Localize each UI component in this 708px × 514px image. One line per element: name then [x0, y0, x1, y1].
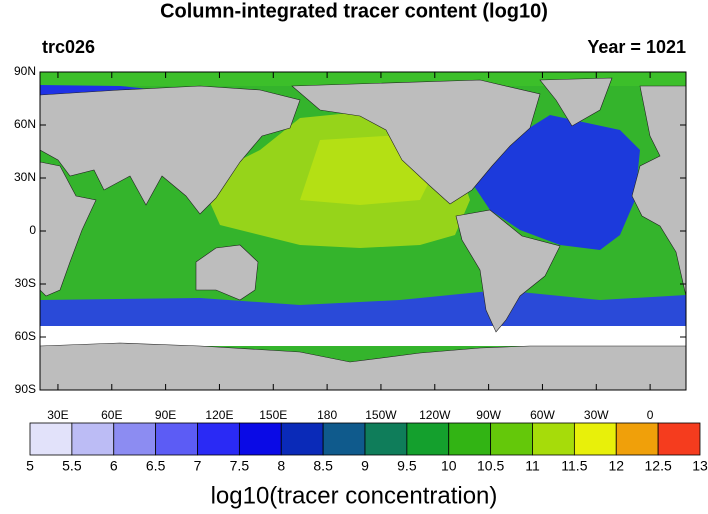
lon-label: 0 — [647, 408, 654, 422]
lat-label: 0 — [29, 223, 36, 237]
north-america — [291, 79, 541, 205]
colorbar-box — [322, 422, 366, 456]
colorbar-label: 12.5 — [645, 458, 672, 474]
lon-label: 90W — [476, 408, 501, 422]
lon-label: 120E — [205, 408, 233, 422]
south-america — [455, 209, 561, 333]
colorbar-label: 8.5 — [313, 458, 333, 474]
lon-label: 150E — [259, 408, 287, 422]
europe-west-africa — [631, 85, 686, 297]
colorbar-label: 10.5 — [477, 458, 504, 474]
lon-label: 150W — [365, 408, 397, 422]
colorbar-label: 10 — [441, 458, 457, 474]
colorbar-label: 11.5 — [561, 458, 587, 474]
colorbar-label: 7 — [194, 458, 202, 474]
eurasia — [40, 85, 301, 215]
colorbar-label: 13 — [692, 458, 708, 474]
title: Column-integrated tracer content (log10) — [160, 0, 548, 22]
colorbar-box — [364, 422, 408, 456]
left-subtitle: trc026 — [42, 37, 95, 57]
colorbar-label: 8 — [277, 458, 285, 474]
colorbar-label: 7.5 — [230, 458, 250, 474]
lon-label: 60E — [101, 408, 122, 422]
lat-label: 90S — [15, 382, 36, 396]
atlantic — [470, 115, 640, 250]
sea-ice — [40, 326, 686, 346]
antarctica — [40, 342, 686, 390]
colorbar-label: 12 — [608, 458, 624, 474]
lat-label: 30N — [14, 170, 36, 184]
lon-label: 90E — [155, 408, 176, 422]
lat-label: 60S — [15, 329, 36, 343]
colorbar-label: 5 — [26, 458, 34, 474]
colorbar-box — [197, 422, 240, 456]
colorbar-box — [532, 422, 575, 456]
colorbar-box — [573, 422, 617, 456]
colorbar-label: 6.5 — [146, 458, 166, 474]
colorbar-box — [155, 422, 198, 456]
colorbar-box — [615, 422, 659, 456]
map — [39, 71, 687, 391]
colorbar-title: log10(tracer concentration) — [211, 482, 498, 509]
southern-ocean — [40, 290, 686, 330]
lon-label: 30W — [584, 408, 609, 422]
lon-label: 60W — [530, 408, 555, 422]
colorbar-box — [657, 422, 701, 456]
colorbar-box — [280, 422, 324, 456]
colorbar-label: 9 — [361, 458, 369, 474]
colorbar-label: 9.5 — [397, 458, 417, 474]
colorbar-box — [113, 422, 157, 456]
lat-label: 90N — [14, 64, 36, 78]
colorbar-label: 11 — [525, 458, 540, 474]
lat-label: 30S — [15, 276, 36, 290]
lon-label: 30E — [47, 408, 68, 422]
australia — [195, 244, 259, 301]
arctic — [40, 72, 686, 86]
lon-label: 120W — [419, 408, 451, 422]
colorbar-label: 6 — [110, 458, 118, 474]
colorbar-box — [448, 422, 492, 456]
colorbar-box — [71, 422, 115, 456]
colorbar-box — [238, 422, 282, 456]
africa — [40, 161, 97, 297]
greenland — [539, 77, 613, 127]
lat-label: 60N — [14, 117, 36, 131]
colorbar-box — [490, 422, 533, 456]
colorbar-box — [406, 422, 450, 456]
right-subtitle: Year = 1021 — [587, 37, 686, 57]
lon-label: 180 — [317, 408, 337, 422]
colorbar-box — [29, 422, 73, 456]
colorbar-label: 5.5 — [62, 458, 82, 474]
